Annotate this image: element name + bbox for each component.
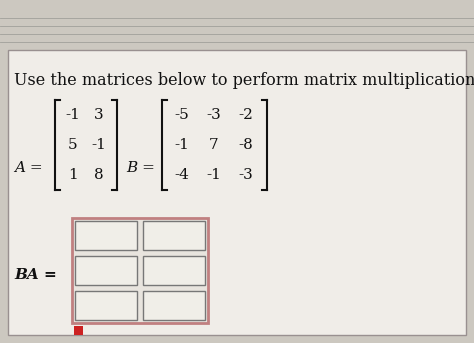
- Text: 3: 3: [94, 108, 104, 122]
- Text: 8: 8: [94, 168, 104, 182]
- Text: BA =: BA =: [14, 268, 57, 282]
- Bar: [143, 221, 205, 250]
- Bar: [74, 326, 83, 335]
- Text: -4: -4: [174, 168, 190, 182]
- Text: -1: -1: [65, 108, 81, 122]
- Bar: [75, 256, 137, 285]
- Bar: [75, 291, 137, 320]
- Text: -3: -3: [207, 108, 221, 122]
- Text: -1: -1: [207, 168, 221, 182]
- Bar: [143, 256, 205, 285]
- Text: -8: -8: [238, 138, 254, 152]
- Text: -1: -1: [91, 138, 107, 152]
- Text: -2: -2: [238, 108, 254, 122]
- Text: B =: B =: [126, 161, 155, 175]
- Text: 5: 5: [68, 138, 78, 152]
- Bar: [72, 218, 208, 323]
- Bar: [143, 291, 205, 320]
- Text: 7: 7: [209, 138, 219, 152]
- Text: A =: A =: [14, 161, 43, 175]
- Text: -1: -1: [174, 138, 190, 152]
- Bar: [8, 50, 466, 335]
- Text: -3: -3: [238, 168, 254, 182]
- Text: Use the matrices below to perform matrix multiplication.: Use the matrices below to perform matrix…: [14, 72, 474, 89]
- Text: 1: 1: [68, 168, 78, 182]
- Bar: [75, 221, 137, 250]
- Text: -5: -5: [174, 108, 190, 122]
